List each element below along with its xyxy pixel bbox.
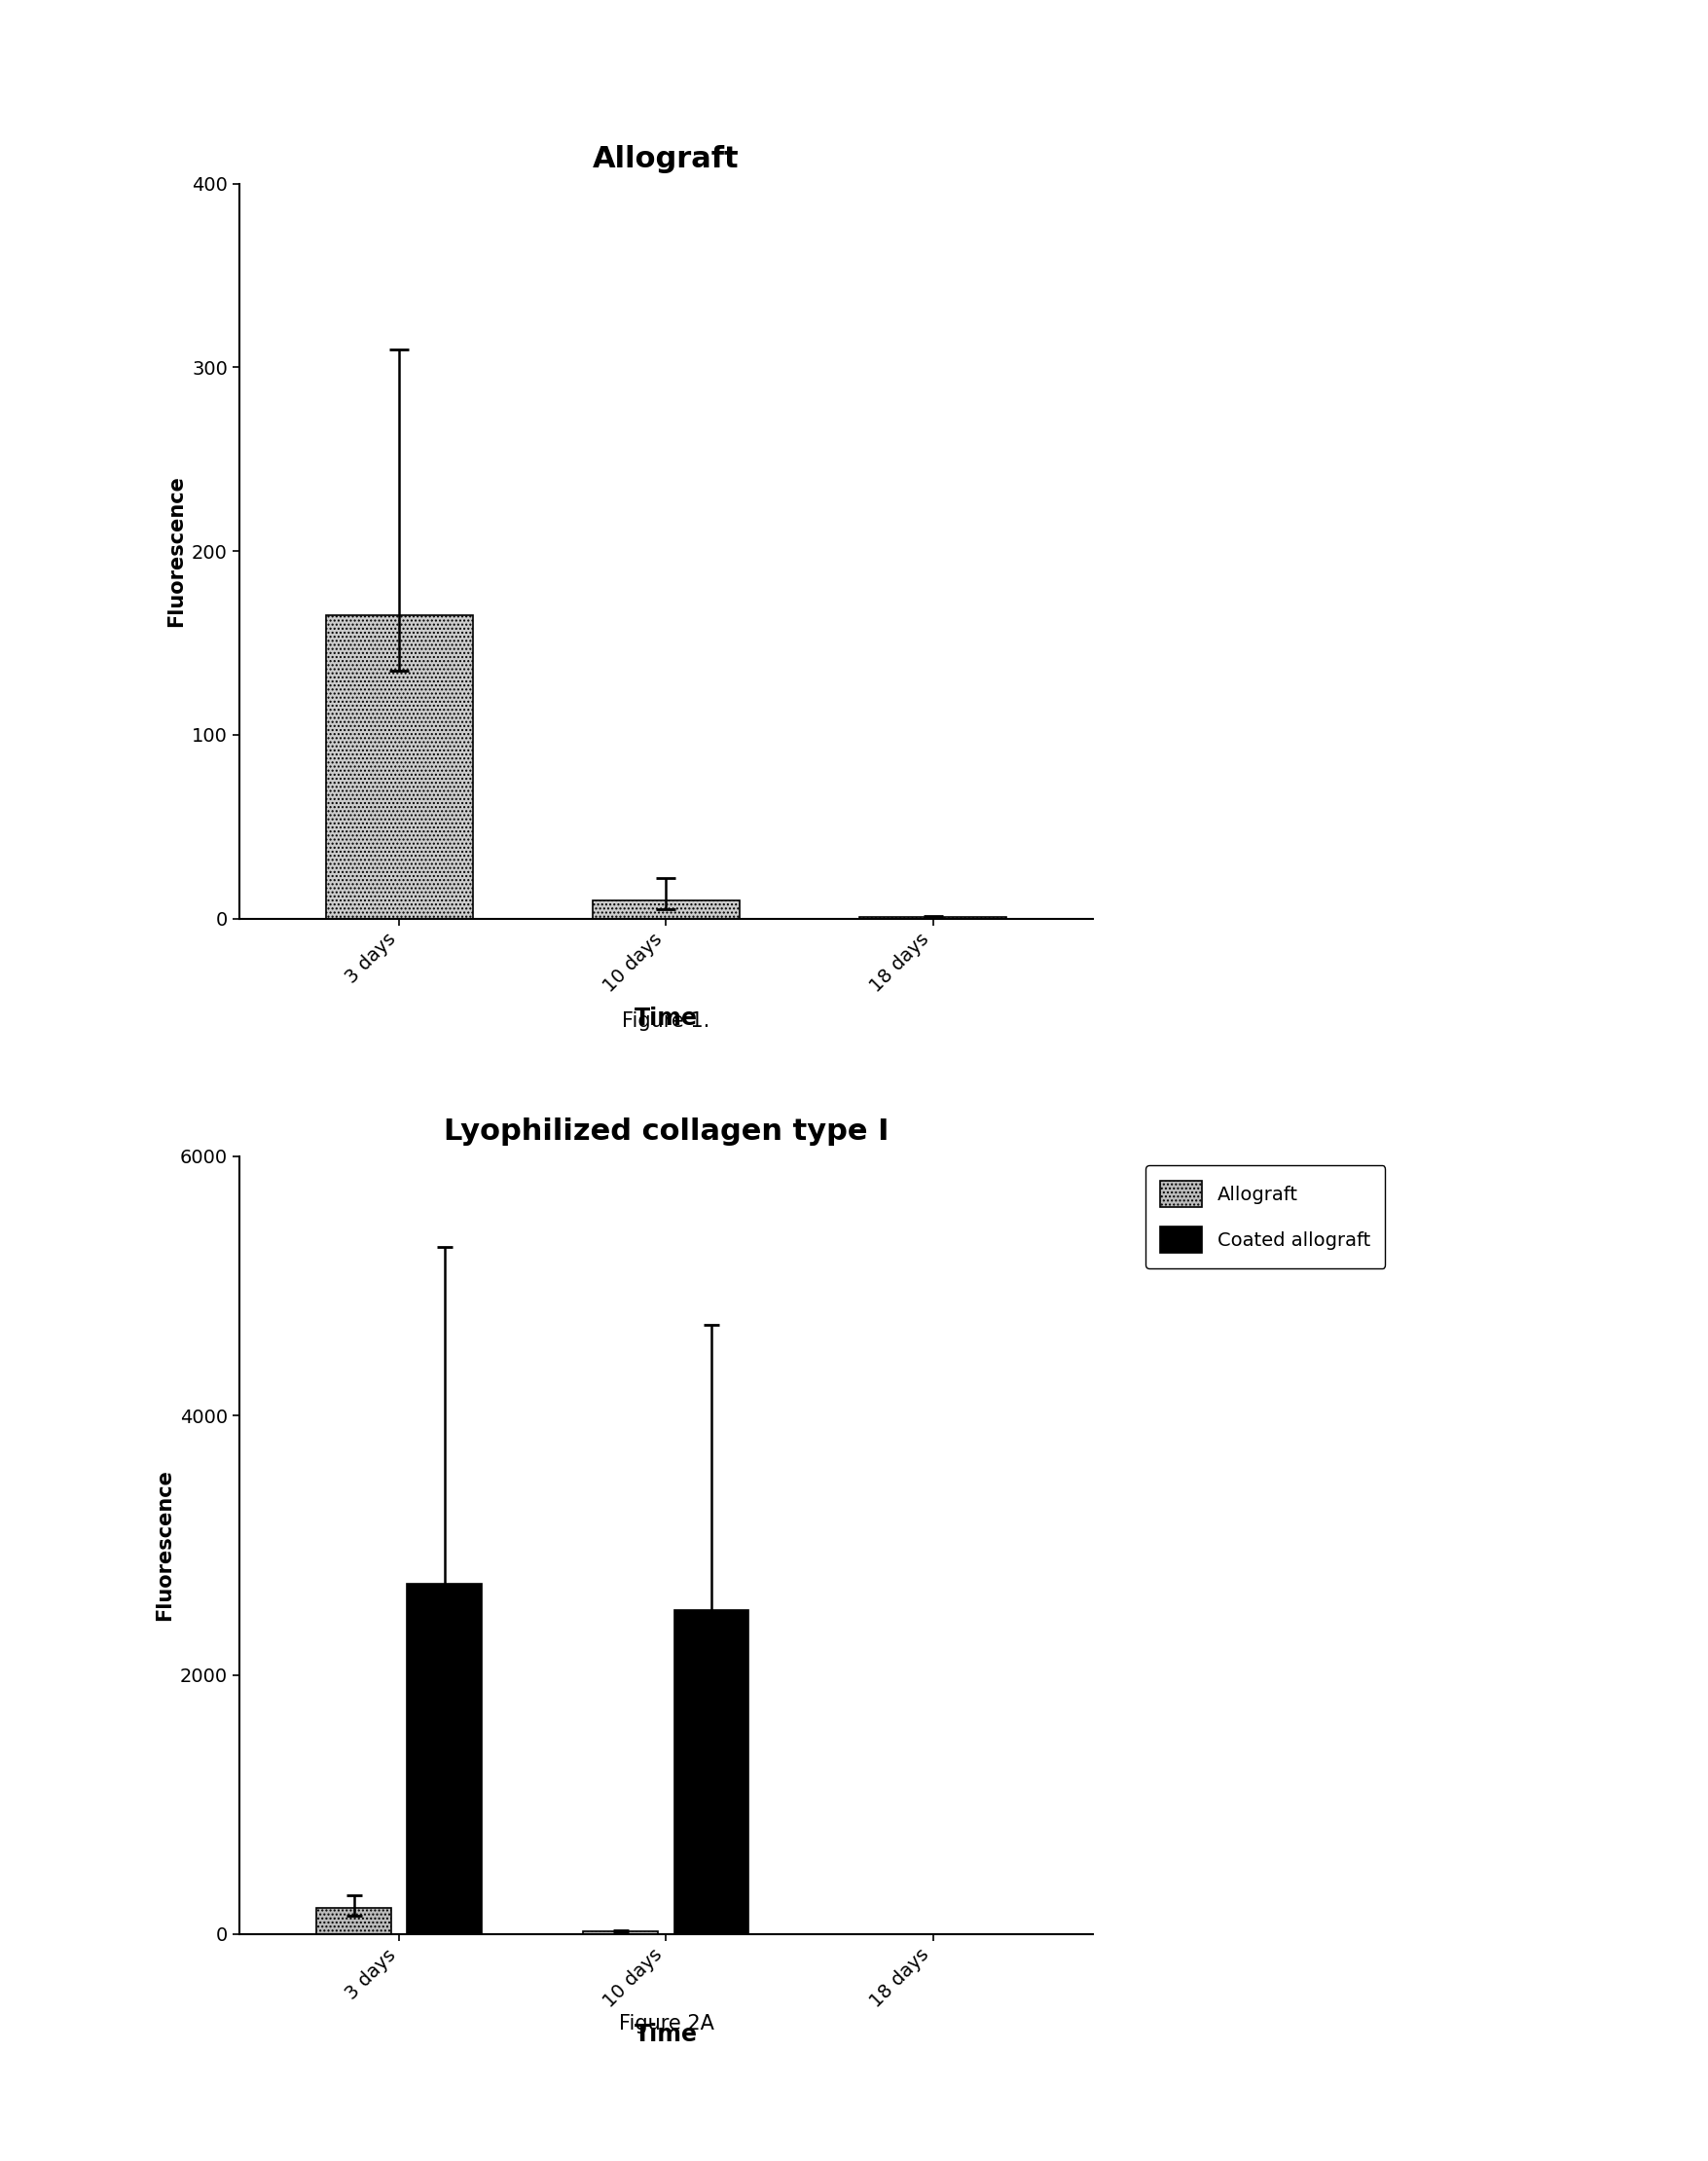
Bar: [584, 1932, 658, 1934]
Title: Lyophilized collagen type I: Lyophilized collagen type I: [444, 1117, 888, 1145]
Y-axis label: Fluorescence: Fluorescence: [167, 475, 186, 627]
Bar: [593, 901, 740, 918]
X-axis label: Time: Time: [634, 1007, 699, 1031]
Bar: [675, 1610, 748, 1934]
Bar: [407, 1584, 482, 1934]
Text: Figure 2A: Figure 2A: [618, 2014, 714, 2034]
Legend: Allograft, Coated allograft: Allograft, Coated allograft: [1146, 1165, 1385, 1269]
Bar: [326, 616, 473, 918]
Title: Allograft: Allograft: [593, 145, 740, 173]
Bar: [316, 1908, 391, 1934]
Y-axis label: Fluorescence: Fluorescence: [155, 1469, 174, 1621]
X-axis label: Time: Time: [634, 2023, 699, 2046]
Text: Figure 1.: Figure 1.: [622, 1011, 711, 1031]
